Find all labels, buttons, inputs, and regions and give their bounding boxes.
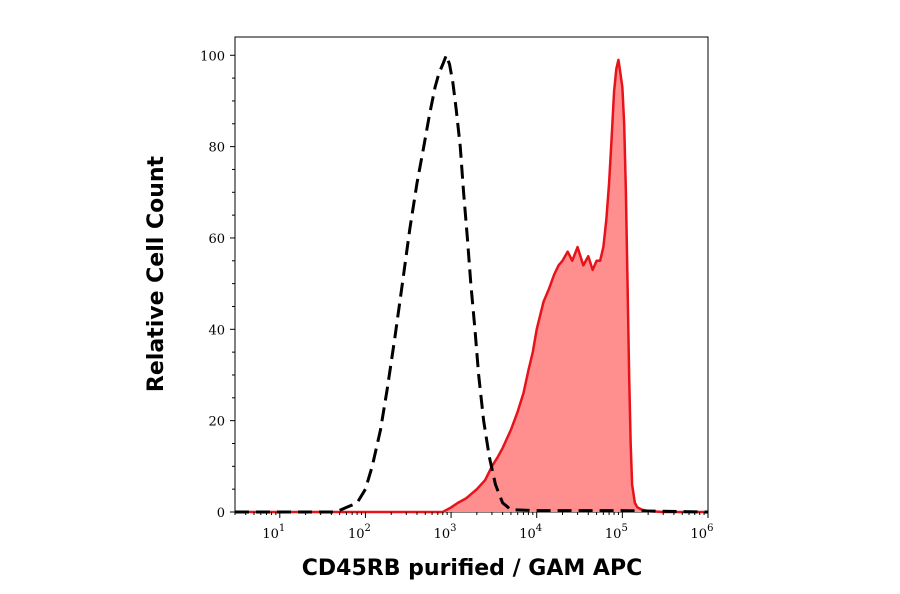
x-axis-ticks: 101 102 103 104 105 106 [234, 512, 714, 542]
x-tick-label: 102 [348, 523, 371, 542]
x-axis-title: CD45RB purified / GAM APC [302, 556, 642, 581]
y-tick-label: 100 [200, 49, 225, 64]
y-tick-label: 20 [208, 415, 225, 430]
x-tick-label: 106 [691, 523, 714, 542]
series-line-dashed [235, 53, 709, 514]
y-axis-ticks: 0 20 40 60 80 100 [200, 49, 235, 521]
series-line-filled [235, 58, 708, 514]
x-tick-label: 104 [519, 523, 542, 542]
x-tick-label: 105 [605, 523, 628, 542]
y-axis-title: Relative Cell Count [144, 155, 169, 392]
series-area-fill [235, 59, 708, 513]
y-tick-label: 0 [217, 506, 225, 521]
y-tick-label: 40 [208, 323, 225, 338]
x-tick-label: 101 [262, 523, 285, 542]
x-tick-label: 103 [434, 523, 457, 542]
y-tick-label: 60 [208, 232, 225, 247]
series-layer [235, 53, 709, 514]
y-tick-label: 80 [208, 141, 225, 156]
